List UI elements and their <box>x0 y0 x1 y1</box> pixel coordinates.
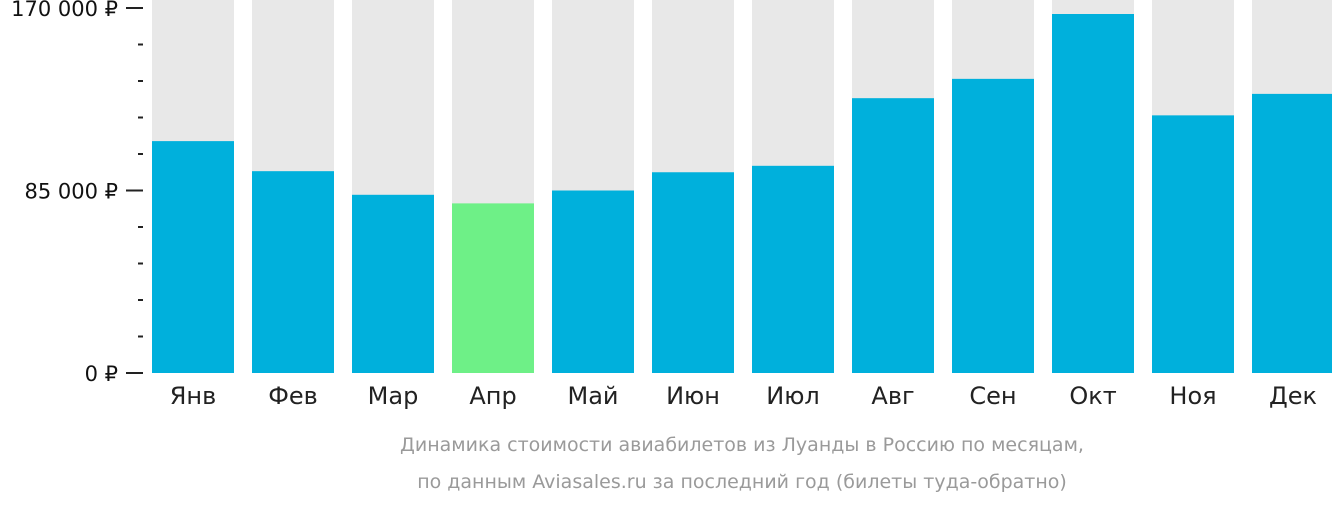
x-tick-label: Янв <box>170 382 217 410</box>
y-tick-label: 85 000 ₽ <box>24 180 118 204</box>
x-tick-label: Мар <box>368 382 419 410</box>
x-tick-label: Дек <box>1269 382 1317 410</box>
caption-line-2: по данным Aviasales.ru за последний год … <box>417 471 1067 493</box>
x-tick-label: Окт <box>1069 382 1116 410</box>
x-tick-label: Фев <box>268 382 318 410</box>
x-tick-label: Май <box>567 382 618 410</box>
x-tick-label: Авг <box>871 382 914 410</box>
y-axis: 0 ₽ 85 000 ₽ 170 000 ₽ <box>11 0 143 386</box>
bar-11[interactable] <box>1152 115 1234 374</box>
bar-6[interactable] <box>652 172 734 373</box>
bar-8[interactable] <box>852 98 934 374</box>
bars <box>152 14 1332 374</box>
x-tick-label: Ноя <box>1169 382 1216 410</box>
bar-5[interactable] <box>552 190 634 374</box>
bar-3[interactable] <box>352 194 434 373</box>
x-tick-label: Апр <box>469 382 516 410</box>
y-tick-label: 170 000 ₽ <box>11 0 118 21</box>
bar-9[interactable] <box>952 78 1034 374</box>
bar-12[interactable] <box>1252 93 1332 373</box>
caption-line-1: Динамика стоимости авиабилетов из Луанды… <box>400 434 1084 456</box>
bar-2[interactable] <box>252 171 334 373</box>
bar-4[interactable] <box>452 203 534 373</box>
chart-caption: Динамика стоимости авиабилетов из Луанды… <box>400 434 1084 493</box>
bar-10[interactable] <box>1052 14 1134 373</box>
x-tick-label: Сен <box>969 382 1016 410</box>
x-tick-label: Июн <box>666 382 720 410</box>
x-axis: Янв Фев Мар Апр Май Июн Июл Авг Сен Окт Ноя Дек <box>170 382 1317 410</box>
bar-1[interactable] <box>152 141 234 373</box>
x-tick-label: Июл <box>766 382 820 410</box>
bar-7[interactable] <box>752 165 834 373</box>
y-tick-label: 0 ₽ <box>85 362 118 386</box>
